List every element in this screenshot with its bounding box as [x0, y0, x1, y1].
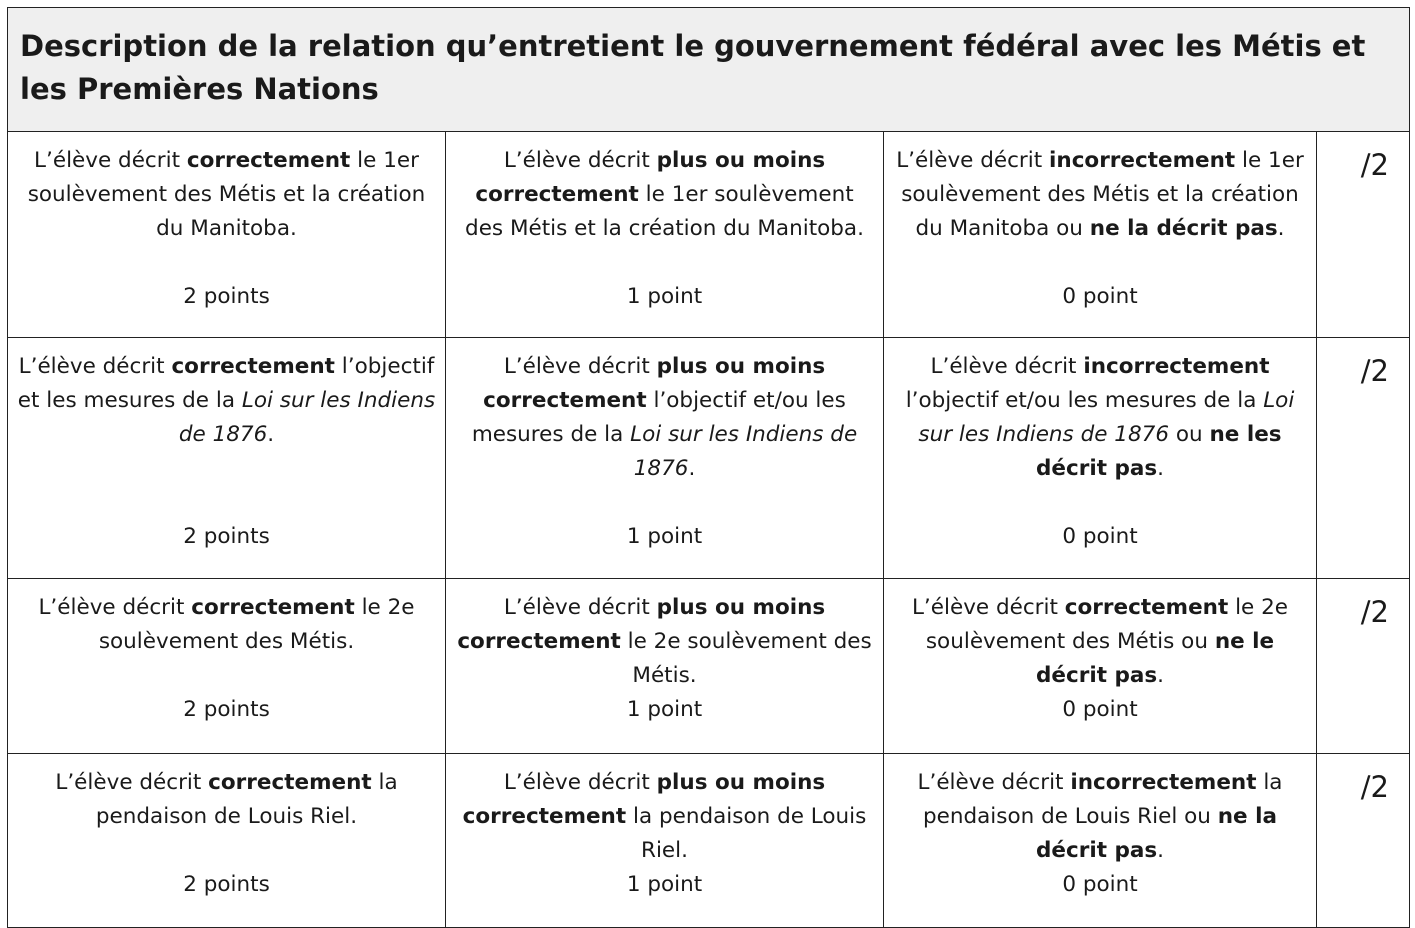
- rubric-row: L’élève décrit correctement le 2e soulèv…: [7, 578, 1410, 754]
- spacer: [16, 834, 437, 868]
- points-label: 0 point: [1062, 524, 1138, 549]
- spacer: [454, 486, 875, 520]
- criterion-cell-1-point: L’élève décrit plus ou moins correctemen…: [445, 578, 884, 754]
- score-cell: /2: [1316, 753, 1410, 928]
- criterion-description: L’élève décrit plus ou moins correctemen…: [471, 354, 858, 481]
- criterion-cell-0-point: L’élève décrit incorrectement le 1er sou…: [883, 131, 1317, 338]
- criterion-cell-1-point: L’élève décrit plus ou moins correctemen…: [445, 337, 884, 579]
- points-label: 1 point: [626, 284, 703, 309]
- score-cell: /2: [1316, 131, 1410, 338]
- spacer: [892, 486, 1308, 520]
- spacer: [16, 659, 437, 693]
- rubric-table: Description de la relation qu’entretient…: [7, 7, 1410, 928]
- criterion-description: L’élève décrit plus ou moins correctemen…: [457, 595, 872, 688]
- criterion-cell-1-point: L’élève décrit plus ou moins correctemen…: [445, 753, 884, 928]
- criterion-cell-0-point: L’élève décrit incorrectement l’objectif…: [883, 337, 1317, 579]
- criterion-description: L’élève décrit correctement la pendaison…: [55, 770, 398, 829]
- rubric-title-cell: Description de la relation qu’entretient…: [7, 7, 1410, 132]
- points-label: 2 points: [183, 872, 270, 897]
- criterion-description: L’élève décrit incorrectement la pendais…: [917, 770, 1283, 863]
- criterion-cell-2-points: L’élève décrit correctement le 1er soulè…: [7, 131, 446, 338]
- points-label: 0 point: [1062, 872, 1138, 897]
- criterion-description: L’élève décrit correctement le 2e soulèv…: [38, 595, 415, 654]
- criterion-cell-2-points: L’élève décrit correctement le 2e soulèv…: [7, 578, 446, 754]
- rubric-row: L’élève décrit correctement l’objectif e…: [7, 337, 1410, 579]
- criterion-cell-1-point: L’élève décrit plus ou moins correctemen…: [445, 131, 884, 338]
- criterion-description: L’élève décrit correctement le 2e soulèv…: [911, 595, 1289, 688]
- criterion-cell-0-point: L’élève décrit correctement le 2e soulèv…: [883, 578, 1317, 754]
- criterion-cell-2-points: L’élève décrit correctement l’objectif e…: [7, 337, 446, 579]
- rubric-row: L’élève décrit correctement la pendaison…: [7, 753, 1410, 928]
- points-label: 1 point: [626, 872, 703, 897]
- criterion-description: L’élève décrit incorrectement l’objectif…: [905, 354, 1295, 481]
- points-label: 2 points: [183, 697, 270, 722]
- criterion-description: L’élève décrit correctement le 1er soulè…: [27, 148, 426, 241]
- points-label: 1 point: [626, 697, 703, 722]
- criterion-cell-2-points: L’élève décrit correctement la pendaison…: [7, 753, 446, 928]
- points-label: 1 point: [626, 524, 703, 549]
- points-label: 0 point: [1062, 697, 1138, 722]
- criterion-description: L’élève décrit plus ou moins correctemen…: [462, 770, 867, 863]
- score-cell: /2: [1316, 337, 1410, 579]
- criterion-description: L’élève décrit incorrectement le 1er sou…: [896, 148, 1304, 241]
- points-label: 2 points: [183, 524, 270, 549]
- spacer: [16, 246, 437, 280]
- points-label: 2 points: [183, 284, 270, 309]
- rubric-title: Description de la relation qu’entretient…: [20, 29, 1366, 106]
- criterion-description: L’élève décrit plus ou moins correctemen…: [465, 148, 864, 241]
- criterion-description: L’élève décrit correctement l’objectif e…: [17, 354, 436, 447]
- spacer: [16, 452, 437, 486]
- rubric-row: L’élève décrit correctement le 1er soulè…: [7, 131, 1410, 338]
- points-label: 0 point: [1062, 284, 1138, 309]
- criterion-cell-0-point: L’élève décrit incorrectement la pendais…: [883, 753, 1317, 928]
- score-cell: /2: [1316, 578, 1410, 754]
